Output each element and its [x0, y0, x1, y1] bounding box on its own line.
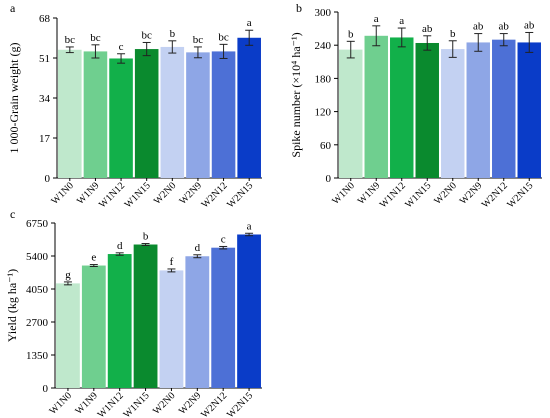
significance-letter: bc	[141, 29, 152, 41]
panel-b-chart: b 0 60 120 180 240 300 Spike number (×10⁴ ha⁻¹)…	[289, 1, 542, 211]
y-axis-title: 1 000-Grain weight (g)	[7, 43, 21, 154]
x-tick-label: W2N15	[225, 390, 255, 418]
bar-W2N9	[185, 256, 210, 388]
significance-letter: b	[143, 231, 149, 243]
x-tick-label: W1N0	[49, 180, 76, 207]
significance-letter: e	[91, 252, 96, 264]
y-axis-title: Spike number (×10⁴ ha⁻¹)	[289, 32, 303, 157]
significance-letter: a	[374, 13, 379, 25]
panel-label-a: a	[10, 1, 16, 15]
x-tick-label: W1N0	[330, 180, 357, 207]
significance-letter: bc	[65, 34, 76, 46]
y-tick-label: 4050	[26, 284, 49, 296]
y-tick-label: 240	[315, 40, 332, 52]
y-tick-label: 0	[45, 173, 51, 185]
bar-W1N15	[133, 244, 158, 388]
y-tick-label: 0	[326, 173, 332, 185]
x-tick-label: W2N12	[480, 180, 510, 210]
y-tick-label: 180	[315, 73, 332, 85]
y-tick-label: 120	[315, 107, 332, 119]
y-tick-label: 5400	[26, 251, 49, 263]
x-tick-label: W1N15	[122, 390, 152, 418]
bar-W1N0	[339, 49, 363, 179]
significance-letter: bc	[90, 32, 101, 44]
bar-W1N0	[56, 283, 80, 388]
y-tick-label: 60	[320, 140, 332, 152]
bar-W1N15	[134, 49, 159, 178]
x-tick-label: W2N0	[432, 180, 459, 207]
x-tick-label: W2N12	[200, 180, 230, 210]
significance-letter: bc	[218, 31, 229, 43]
bar-W1N9	[81, 265, 106, 388]
y-tick-label: 0	[43, 383, 49, 395]
x-tick-label: W2N0	[151, 390, 178, 417]
y-tick-label: 2700	[26, 317, 49, 329]
significance-letter: ab	[499, 21, 510, 33]
bar-W1N12	[107, 254, 132, 388]
bar-W1N12	[109, 58, 133, 178]
significance-letter: ab	[524, 19, 535, 31]
significance-letter: f	[170, 256, 174, 268]
panel-c-chart: c 0 1350 2700 4050 5400 6750 Yield (kg ha⁻¹) g W1…	[5, 207, 262, 418]
y-axis-title: Yield (kg ha⁻¹)	[5, 269, 19, 342]
significance-letter: b	[450, 28, 456, 40]
significance-letter: c	[119, 41, 124, 53]
significance-letter: b	[170, 28, 176, 40]
significance-letter: bc	[193, 34, 204, 46]
bar-W2N0	[160, 46, 185, 178]
bar-W2N0	[441, 49, 465, 178]
y-tick-label: 34	[39, 93, 51, 105]
bar-W2N12	[211, 247, 236, 388]
bar-W1N0	[58, 49, 82, 178]
bar-W1N12	[390, 37, 414, 178]
significance-letter: c	[221, 233, 226, 245]
x-tick-label: W1N0	[47, 390, 74, 417]
bar-W2N15	[517, 42, 541, 178]
bar-W2N15	[237, 37, 261, 178]
bar-W2N9	[466, 42, 490, 178]
significance-letter: d	[195, 242, 201, 254]
bar-W1N9	[83, 51, 108, 178]
y-tick-label: 68	[39, 13, 51, 25]
significance-letter: a	[247, 220, 252, 232]
bar-W2N12	[211, 51, 236, 178]
y-tick-label: 300	[315, 7, 332, 19]
y-tick-label: 51	[39, 53, 50, 65]
bar-W2N9	[186, 52, 210, 179]
significance-letter: ab	[422, 23, 433, 35]
x-tick-label: W2N15	[225, 180, 255, 210]
bar-W2N0	[159, 270, 184, 388]
significance-letter: ab	[473, 21, 484, 33]
y-tick-label: 1350	[26, 350, 49, 362]
significance-letter: g	[65, 269, 71, 281]
x-tick-label: W1N15	[123, 180, 153, 210]
y-tick-label: 17	[39, 133, 51, 145]
panel-label-b: b	[296, 1, 302, 15]
significance-letter: d	[117, 240, 123, 252]
x-tick-label: W1N12	[378, 180, 408, 210]
bar-W2N12	[492, 39, 516, 178]
panel-label-c: c	[10, 207, 15, 221]
y-tick-label: 6750	[26, 218, 49, 230]
bar-W1N15	[415, 42, 439, 179]
x-tick-label: W1N12	[97, 180, 127, 210]
significance-letter: b	[348, 28, 354, 40]
bar-W2N15	[237, 234, 261, 388]
x-tick-label: W1N15	[403, 180, 433, 210]
significance-letter: a	[399, 15, 404, 27]
significance-letter: a	[247, 17, 252, 29]
x-tick-label: W2N15	[505, 180, 535, 210]
x-tick-label: W2N0	[152, 180, 179, 207]
bar-W1N9	[364, 35, 388, 178]
